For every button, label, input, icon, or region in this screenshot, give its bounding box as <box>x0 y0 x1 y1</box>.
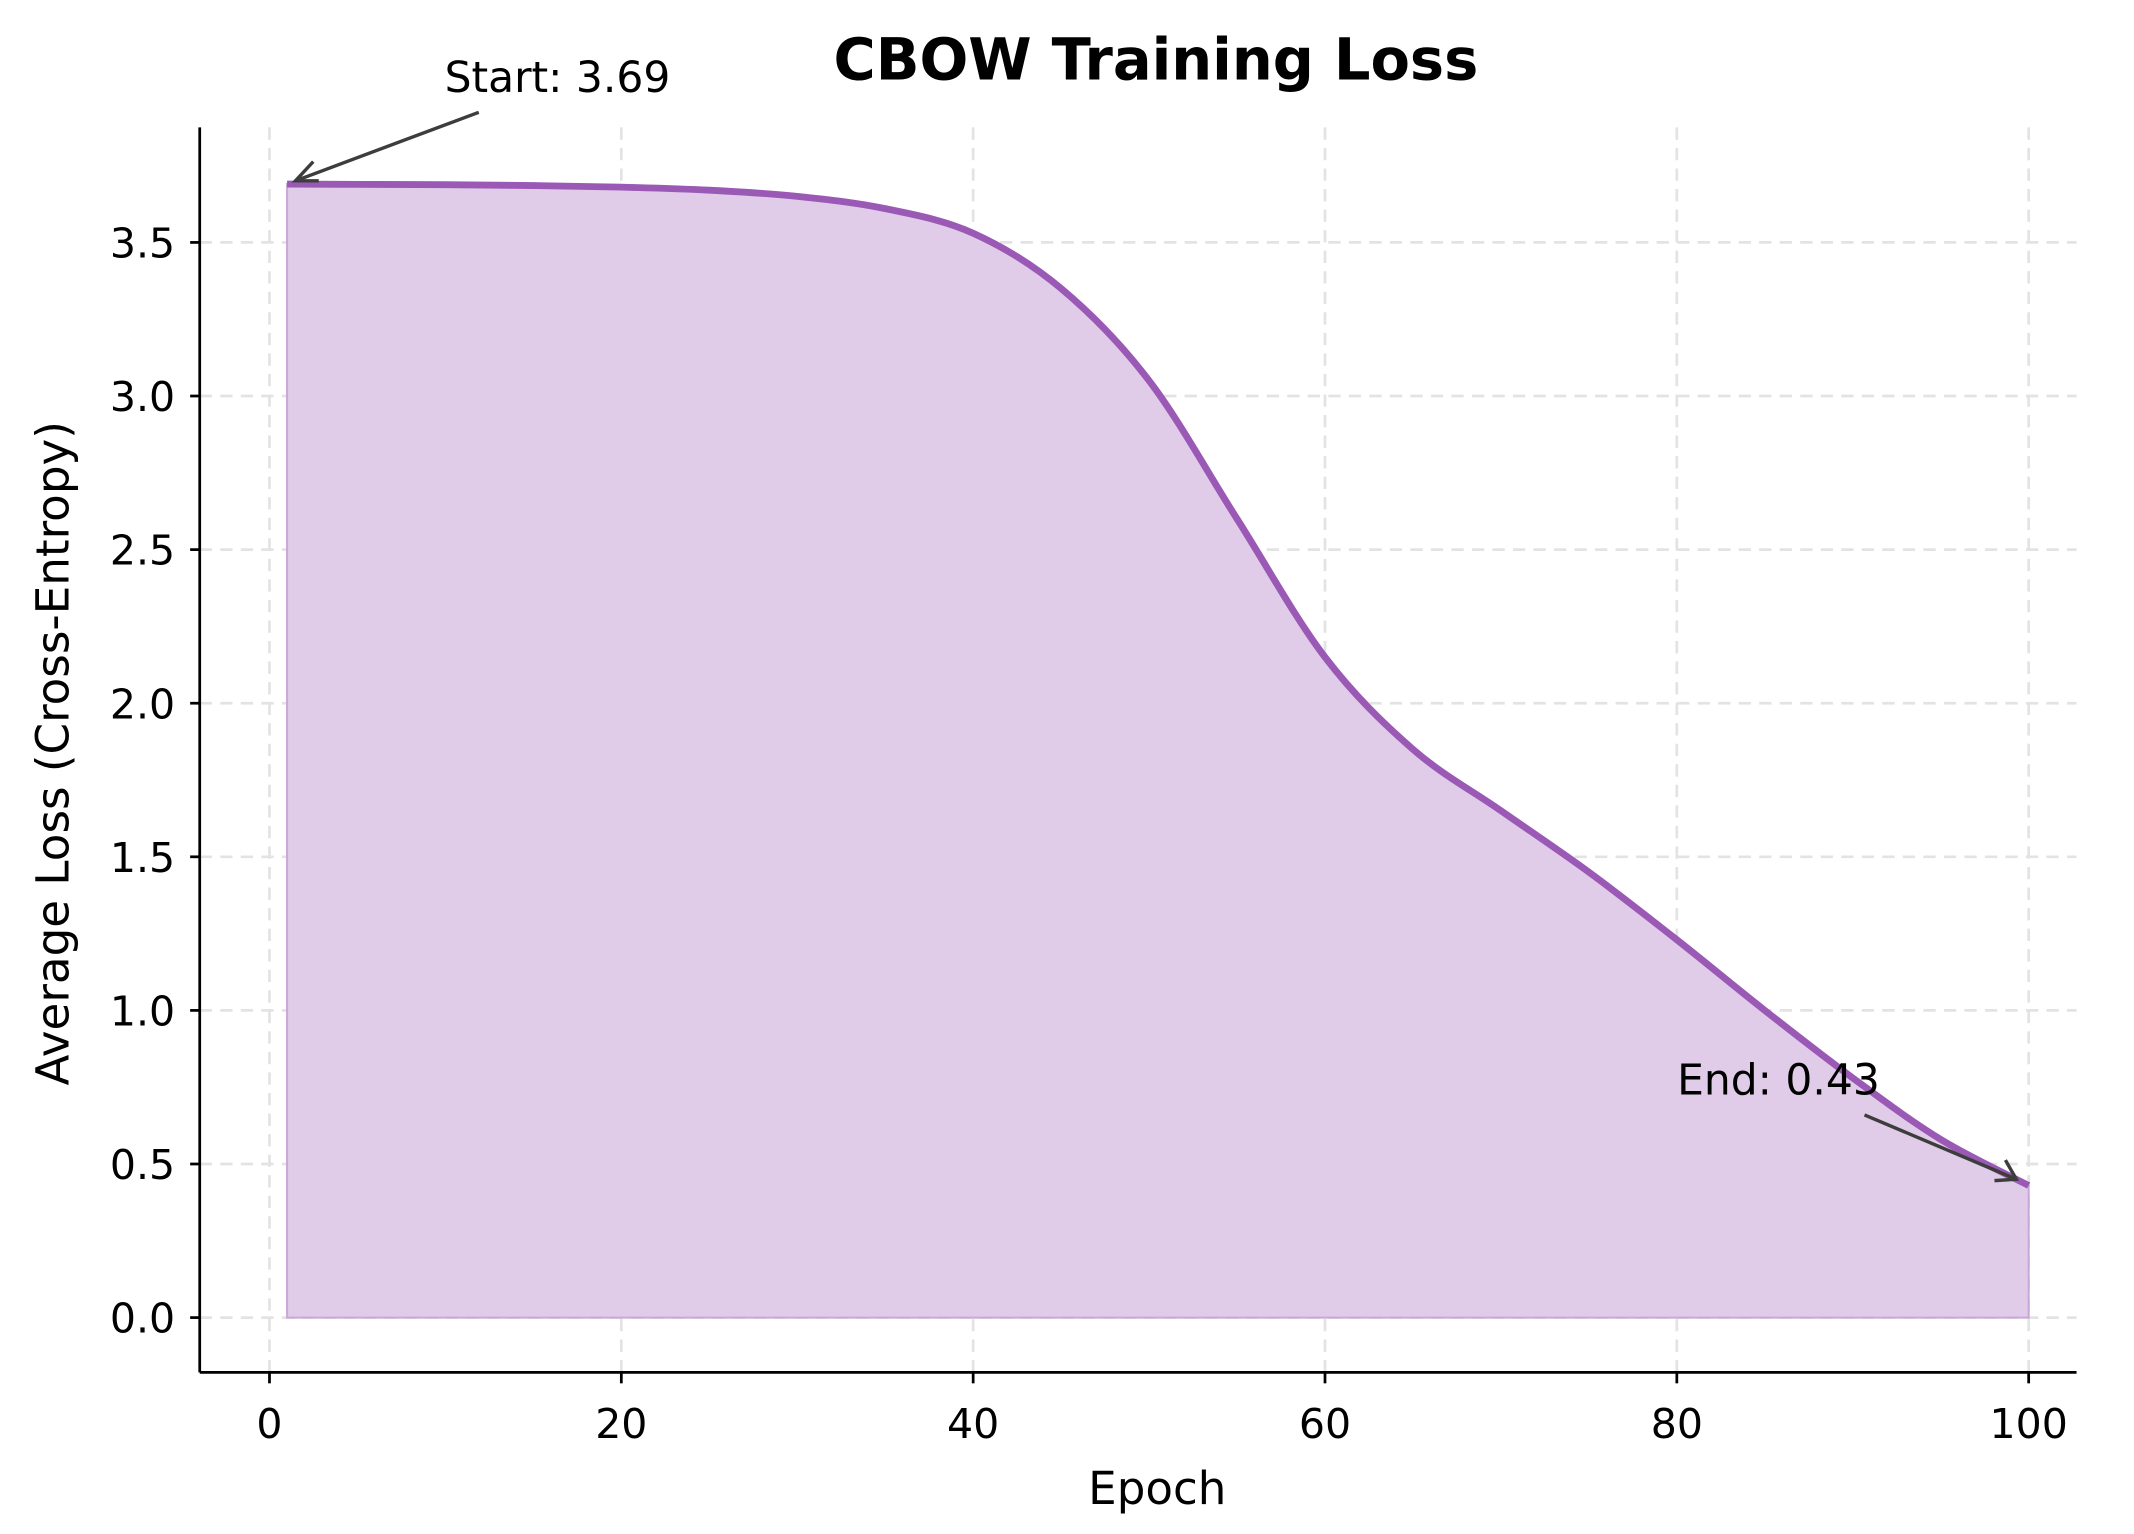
y-tick-label: 1.5 <box>110 834 175 882</box>
end-annotation: End: 0.43 <box>1677 1056 2020 1183</box>
y-tick-label: 3.5 <box>110 219 175 267</box>
chart-title: CBOW Training Loss <box>834 26 1479 93</box>
loss-area-fill <box>286 183 2030 1319</box>
y-axis-label: Average Loss (Cross-Entropy) <box>26 421 79 1085</box>
end-annotation-text: End: 0.43 <box>1677 1056 1880 1105</box>
x-tick-label: 80 <box>1651 1400 1703 1448</box>
start-annotation: Start: 3.69 <box>291 54 671 183</box>
end-arrow-icon <box>1863 1113 2018 1181</box>
start-annotation-text: Start: 3.69 <box>445 54 671 103</box>
x-tick-label: 20 <box>595 1400 647 1448</box>
start-arrow-icon <box>294 110 480 183</box>
y-tick-label: 0.0 <box>110 1295 175 1343</box>
start-arrowhead-icon <box>291 160 319 183</box>
end-arrowhead-icon <box>1994 1159 2020 1183</box>
y-tick-label: 1.0 <box>110 987 175 1035</box>
x-axis-label: Epoch <box>1088 1462 1226 1515</box>
x-tick-label: 100 <box>1990 1400 2068 1448</box>
y-tick-label: 2.0 <box>110 680 175 728</box>
y-tick-label: 0.5 <box>110 1141 175 1189</box>
y-axis-ticks: 0.0 0.5 1.0 1.5 2.0 2.5 3.0 3.5 <box>110 219 200 1343</box>
y-tick-label: 2.5 <box>110 527 175 575</box>
x-tick-label: 60 <box>1299 1400 1351 1448</box>
loss-line <box>287 180 2031 1189</box>
x-tick-label: 40 <box>947 1400 999 1448</box>
y-tick-label: 3.0 <box>110 373 175 421</box>
x-tick-label: 0 <box>256 1400 282 1448</box>
x-axis-ticks: 0 20 40 60 80 100 <box>256 1372 2068 1448</box>
